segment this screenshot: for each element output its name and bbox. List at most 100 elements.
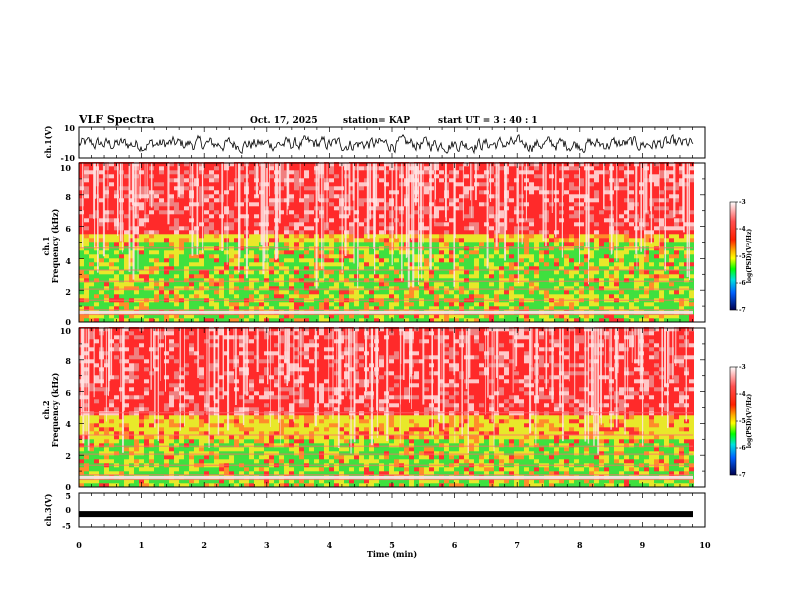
spec1-cell	[414, 314, 419, 319]
spec1-cell	[354, 278, 359, 283]
spec1-cell	[254, 206, 259, 211]
spec1-cell	[534, 186, 539, 191]
spec1-cell	[99, 170, 104, 175]
spec1-cell	[634, 286, 639, 291]
spec1-cell	[234, 222, 239, 227]
spec1-cell	[564, 210, 569, 215]
spec1-cell	[399, 282, 404, 287]
spec1-cell	[304, 274, 309, 279]
spec1-cell	[329, 282, 334, 287]
spec1-cell	[449, 222, 454, 227]
spec1-cell	[334, 166, 339, 171]
spec1-cell	[504, 302, 509, 307]
spec1-cell	[549, 174, 554, 179]
spec1-cell	[79, 198, 84, 203]
spec1-cell	[224, 242, 229, 247]
spec1-cell	[194, 254, 199, 259]
spec1-cell	[679, 302, 684, 307]
spec1-cell	[224, 222, 229, 227]
spec1-cell	[204, 278, 209, 283]
spec1-cell	[354, 290, 359, 295]
spec1-cell	[649, 306, 654, 311]
spec1-cell	[244, 286, 249, 291]
spec1-cell	[324, 214, 329, 219]
spec1-cell	[539, 182, 544, 187]
spec1-cell	[614, 306, 619, 311]
spec1-streak	[94, 163, 96, 199]
spec1-cell	[439, 254, 444, 259]
spec1-cell	[284, 294, 289, 299]
spec1-cell	[294, 170, 299, 175]
spec1-cell	[539, 238, 544, 243]
spec1-cell	[604, 202, 609, 207]
spec1-cell	[424, 178, 429, 183]
spec1-cell	[234, 210, 239, 215]
spec1-cell	[564, 194, 569, 199]
spec1-cell	[549, 214, 554, 219]
spec1-cell	[579, 222, 584, 227]
spec1-cell	[84, 166, 89, 171]
spec1-cell	[674, 178, 679, 183]
spec1-cell	[549, 274, 554, 279]
spec1-cell	[224, 274, 229, 279]
spec1-cell	[404, 266, 409, 271]
spec1-cell	[489, 258, 494, 263]
spec1-cell	[289, 226, 294, 231]
spec1-cell	[644, 258, 649, 263]
spec1-cell	[489, 162, 494, 167]
spec1-cell	[284, 194, 289, 199]
spec1-cell	[129, 226, 134, 231]
spec1-cell	[634, 306, 639, 311]
spec1-cell	[104, 278, 109, 283]
spec1-cell	[114, 250, 119, 255]
spec1-cell	[154, 290, 159, 295]
spec1-cell	[114, 218, 119, 223]
spec1-cell	[659, 258, 664, 263]
spec1-cell	[499, 198, 504, 203]
spec1-cell	[334, 318, 339, 323]
spec1-cell	[184, 170, 189, 175]
spec1-cell	[174, 290, 179, 295]
spec1-cell	[669, 282, 674, 287]
spec1-cell	[669, 182, 674, 187]
spec1-cell	[349, 274, 354, 279]
spec1-cell	[624, 178, 629, 183]
spec1-cell	[669, 210, 674, 215]
spec1-cell	[369, 194, 374, 199]
spec1-cell	[204, 174, 209, 179]
spec1-cell	[414, 290, 419, 295]
spec1-cell	[379, 222, 384, 227]
spec1-cell	[504, 270, 509, 275]
spec1-cell	[454, 270, 459, 275]
spec1-cell	[554, 278, 559, 283]
spec1-cell	[184, 230, 189, 235]
spec1-cell	[439, 230, 444, 235]
spec1-cell	[659, 202, 664, 207]
spec1-cell	[549, 166, 554, 171]
spec1-cell	[149, 314, 154, 319]
spec1-streak	[462, 163, 464, 221]
spec1-cell	[129, 198, 134, 203]
spec1-cell	[104, 266, 109, 271]
spec1-cell	[439, 282, 444, 287]
spec1-cell	[154, 230, 159, 235]
spec1-cell	[339, 210, 344, 215]
spec1-cell	[89, 170, 94, 175]
spec1-cell	[349, 214, 354, 219]
spec1-cell	[659, 238, 664, 243]
spec1-cell	[464, 214, 469, 219]
spec1-cell	[539, 226, 544, 231]
spec1-cell	[624, 170, 629, 175]
spec1-cell	[559, 182, 564, 187]
spec1-cell	[434, 258, 439, 263]
spec1-cell	[679, 294, 684, 299]
spec1-cell	[329, 274, 334, 279]
spec1-cell	[434, 290, 439, 295]
spec1-cell	[214, 170, 219, 175]
spec1-cell	[534, 218, 539, 223]
spec1-cell	[659, 178, 664, 183]
spec1-cell	[339, 226, 344, 231]
spec1-cell	[619, 190, 624, 195]
spec1-cell	[239, 314, 244, 319]
spec1-cell	[479, 314, 484, 319]
